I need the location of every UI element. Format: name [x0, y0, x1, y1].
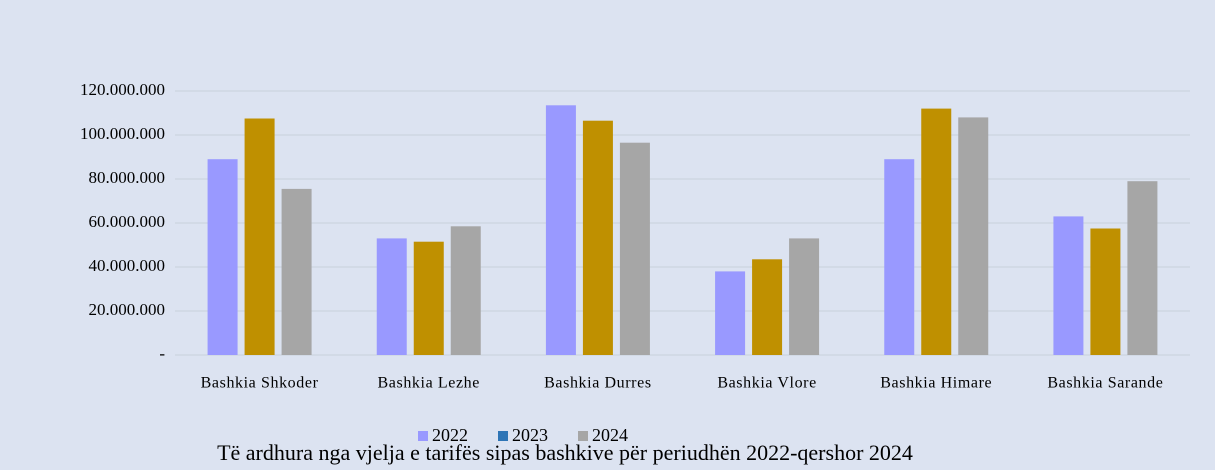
bar [715, 271, 746, 355]
bar [1053, 216, 1084, 355]
bar [281, 188, 312, 355]
y-tick-label: 60.000.000 [89, 212, 166, 231]
bar [1090, 228, 1121, 355]
legend-swatch [418, 431, 428, 441]
bar [582, 120, 613, 355]
y-tick-label: 20.000.000 [89, 300, 166, 319]
x-tick-label: Bashkia Shkoder [201, 375, 319, 392]
bar [450, 226, 481, 355]
y-tick-label: 40.000.000 [89, 256, 166, 275]
y-tick-label: 100.000.000 [80, 124, 165, 143]
bar [884, 159, 915, 355]
bar [413, 241, 444, 355]
chart-title: Të ardhura nga vjelja e tarifës sipas ba… [217, 440, 913, 465]
bar [1127, 181, 1158, 355]
x-tick-label: Bashkia Sarande [1047, 375, 1163, 392]
legend-swatch [498, 431, 508, 441]
x-tick-label: Bashkia Durres [544, 375, 652, 392]
bar [789, 238, 820, 355]
y-tick-label: - [159, 344, 165, 363]
legend-label: 2023 [512, 425, 548, 445]
x-tick-label: Bashkia Lezhe [378, 375, 480, 392]
y-tick-label: 120.000.000 [80, 80, 165, 99]
bar [921, 108, 952, 355]
bar [958, 117, 989, 356]
legend-label: 2022 [432, 425, 468, 445]
x-tick-label: Bashkia Vlore [717, 375, 817, 392]
bar [545, 105, 576, 355]
legend-swatch [578, 431, 588, 441]
y-tick-label: 80.000.000 [89, 168, 166, 187]
x-tick-label: Bashkia Himare [880, 375, 992, 392]
bar [207, 159, 238, 355]
bar [376, 238, 407, 355]
bar [244, 118, 275, 355]
legend-label: 2024 [592, 425, 628, 445]
bar [752, 259, 783, 355]
bar [619, 142, 650, 355]
